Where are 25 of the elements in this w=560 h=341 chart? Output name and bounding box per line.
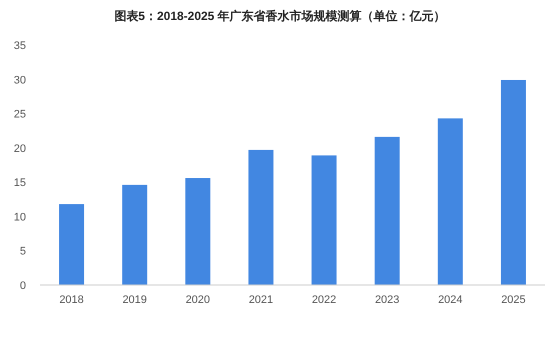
- chart-title: 图表5：2018-2025 年广东省香水市场规模测算（单位：亿元）: [114, 9, 446, 23]
- x-tick-label: 2020: [186, 294, 210, 306]
- x-tick-label: 2022: [312, 294, 336, 306]
- x-tick-label: 2019: [122, 294, 147, 306]
- y-tick-label: 25: [14, 108, 26, 121]
- bar: [500, 80, 526, 285]
- bar: [438, 118, 463, 285]
- y-tick-label: 30: [14, 74, 26, 86]
- y-tick-label: 0: [20, 280, 26, 292]
- y-tick-label: 5: [20, 246, 26, 258]
- bar: [185, 178, 210, 285]
- bar: [122, 184, 148, 285]
- bar: [312, 155, 337, 285]
- x-tick-label: 2023: [374, 294, 400, 306]
- x-tick-label: 2018: [59, 294, 84, 306]
- y-tick-label: 35: [14, 40, 26, 52]
- y-tick-label: 15: [14, 177, 26, 190]
- x-tick-label: 2021: [248, 294, 274, 306]
- x-tick-label: 2025: [501, 294, 526, 306]
- bar: [248, 150, 274, 285]
- y-tick-label: 20: [14, 142, 26, 155]
- x-tick-label: 2024: [438, 294, 463, 306]
- y-tick-label: 10: [14, 211, 26, 224]
- bar: [59, 204, 84, 285]
- bar: [374, 136, 400, 285]
